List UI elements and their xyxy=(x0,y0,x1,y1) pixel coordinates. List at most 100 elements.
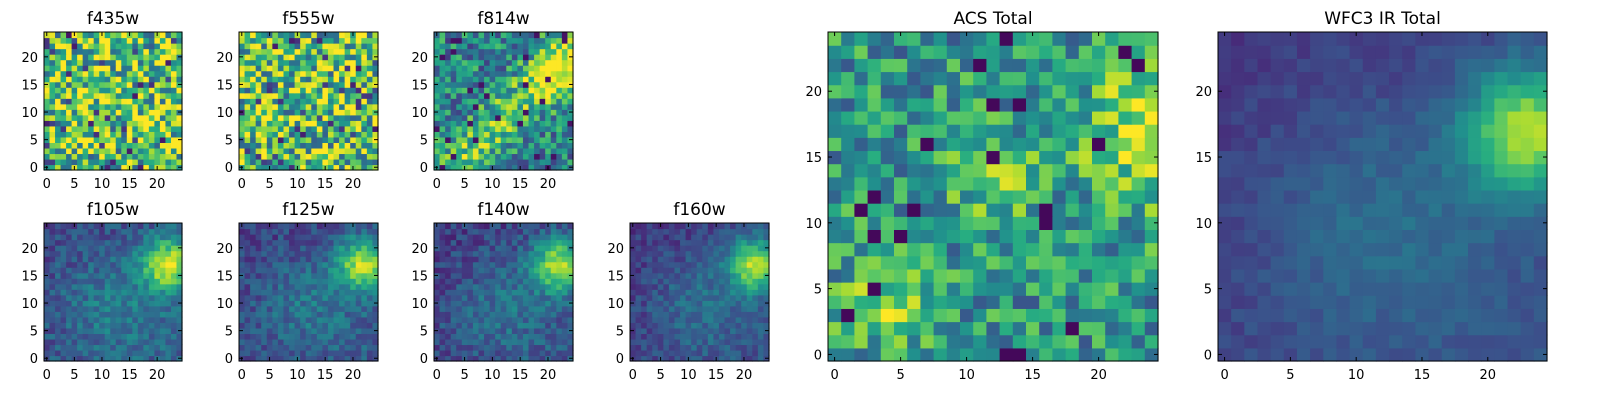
heatmap-cell xyxy=(344,278,351,285)
heatmap-cell xyxy=(361,272,368,279)
heatmap-cell xyxy=(44,87,51,94)
heatmap-cell xyxy=(355,32,362,39)
heatmap-cell xyxy=(311,81,318,88)
heatmap-cell xyxy=(713,333,720,340)
heatmap-cell xyxy=(522,54,530,61)
heatmap-cell xyxy=(165,59,172,66)
heatmap-cell xyxy=(707,261,714,268)
x-tick-label: 20 xyxy=(345,368,362,383)
heatmap-cell xyxy=(960,255,974,270)
heatmap-cell xyxy=(49,349,56,357)
heatmap-cell xyxy=(450,272,457,279)
heatmap-cell xyxy=(244,349,251,357)
heatmap-cell xyxy=(344,349,351,357)
heatmap-cell xyxy=(707,228,714,235)
heatmap-cell xyxy=(165,250,172,257)
heatmap-cell xyxy=(339,300,346,307)
heatmap-cell xyxy=(82,48,89,55)
heatmap-cell xyxy=(439,114,446,121)
heatmap-cell xyxy=(696,283,703,290)
heatmap-cell xyxy=(500,355,507,362)
heatmap-cell xyxy=(657,327,664,334)
heatmap-cell xyxy=(239,311,246,318)
heatmap-cell xyxy=(456,65,463,72)
heatmap-cell xyxy=(534,114,541,121)
heatmap-cell xyxy=(674,327,681,334)
heatmap-cell xyxy=(272,120,279,127)
heatmap-cell xyxy=(674,289,681,296)
heatmap-cell xyxy=(154,311,161,318)
heatmap-cell xyxy=(467,158,474,166)
heatmap-cell xyxy=(289,316,296,323)
heatmap-cell xyxy=(311,256,318,263)
heatmap-cell xyxy=(350,256,357,263)
heatmap-cell xyxy=(495,333,502,340)
heatmap-cell xyxy=(355,355,362,362)
heatmap-cell xyxy=(316,120,323,127)
heatmap-cell xyxy=(561,338,569,346)
heatmap-cell xyxy=(93,333,100,340)
heatmap-cell xyxy=(344,223,351,230)
x-tick-label: 20 xyxy=(736,368,753,383)
heatmap-cell xyxy=(484,120,491,127)
heatmap-cell xyxy=(289,228,296,235)
heatmap-cell xyxy=(60,223,67,230)
heatmap-cell xyxy=(159,349,167,357)
heatmap-cell xyxy=(55,147,62,155)
heatmap-cell xyxy=(456,355,463,362)
heatmap-cell xyxy=(361,289,368,296)
heatmap-cell xyxy=(250,98,257,105)
heatmap-cell xyxy=(500,272,507,279)
heatmap-cell xyxy=(143,142,150,149)
heatmap-cell xyxy=(450,338,457,346)
heatmap-cell xyxy=(82,153,89,160)
heatmap-cell xyxy=(450,109,457,116)
heatmap-cell xyxy=(126,283,133,290)
heatmap-cell xyxy=(489,43,496,50)
heatmap-cell xyxy=(60,164,67,171)
heatmap-cell xyxy=(277,228,285,235)
heatmap-cell xyxy=(973,163,987,178)
heatmap-cell xyxy=(316,32,323,39)
heatmap-cell xyxy=(854,242,869,257)
heatmap-cell xyxy=(450,37,457,44)
heatmap-cell xyxy=(44,147,51,155)
heatmap-cell xyxy=(104,142,111,149)
heatmap-cell xyxy=(93,81,100,88)
heatmap-cell xyxy=(261,120,268,127)
heatmap-cell xyxy=(77,234,84,241)
heatmap-cell xyxy=(450,32,457,39)
heatmap-cell xyxy=(450,158,457,166)
heatmap-cell xyxy=(456,289,463,296)
heatmap-cell xyxy=(176,239,183,246)
heatmap-cell xyxy=(522,131,530,138)
heatmap-cell xyxy=(300,70,307,77)
heatmap-cell xyxy=(355,114,362,121)
heatmap-cell xyxy=(534,136,541,143)
heatmap-cell xyxy=(366,65,374,72)
heatmap-cell xyxy=(88,153,95,160)
heatmap-cell xyxy=(294,147,301,155)
heatmap-cell xyxy=(752,223,759,230)
heatmap-cell xyxy=(724,294,731,301)
heatmap-cell xyxy=(500,43,507,50)
heatmap-cell xyxy=(255,120,262,127)
heatmap-cell xyxy=(350,81,357,88)
heatmap-cell xyxy=(88,43,95,50)
y-tick-label: 20 xyxy=(216,242,233,257)
heatmap-cell xyxy=(176,311,183,318)
heatmap-cell xyxy=(159,81,167,88)
heatmap-cell xyxy=(973,268,987,283)
heatmap-cell xyxy=(489,125,496,132)
heatmap-cell xyxy=(867,203,882,217)
heatmap-cell xyxy=(528,164,535,171)
heatmap-cell xyxy=(707,338,714,346)
heatmap-cell xyxy=(545,59,552,66)
heatmap-cell xyxy=(99,76,106,83)
heatmap-cell xyxy=(467,131,474,138)
heatmap-cell xyxy=(283,158,290,166)
heatmap-cell xyxy=(674,311,681,318)
heatmap-cell xyxy=(159,305,167,312)
heatmap-cell xyxy=(635,305,642,312)
heatmap-cell xyxy=(121,125,128,132)
